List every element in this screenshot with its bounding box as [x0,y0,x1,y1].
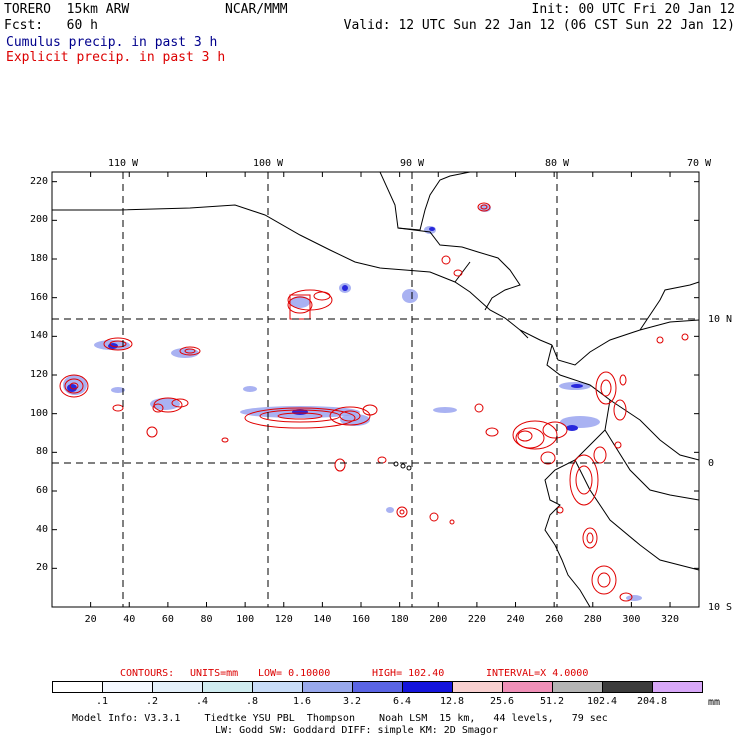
lon-label: 70 W [686,158,712,169]
colorbar-swatch [352,681,403,693]
colorbar-swatch [152,681,203,693]
x-tick-label: 200 [429,614,448,625]
physics-info-line: LW: Godd SW: Goddard DIFF: simple KM: 2D… [215,725,498,736]
colorbar-swatch [502,681,553,693]
x-tick-label: 100 [236,614,255,625]
cumulus-field-title: Cumulus precip. in past 3 h [6,35,218,50]
colorbar-label: 25.6 [489,696,515,707]
y-tick-label: 200 [29,214,48,226]
lat-label: 0 [708,458,715,469]
colorbar-swatch [202,681,253,693]
colorbar-label: 1.6 [292,696,312,707]
colorbar-label: .1 [95,696,109,707]
y-tick-label: 120 [29,369,48,380]
contours-interval: INTERVAL=X 4.0000 [486,668,589,679]
lat-label: 10 S [708,602,733,613]
model-title: TORERO 15km ARW [4,2,130,17]
y-tick-label: 60 [35,485,48,496]
x-tick-label: 320 [660,614,680,625]
colorbar-label: .4 [195,696,209,707]
colorbar-swatch [652,681,703,693]
x-tick-label: 180 [390,614,409,625]
cumulus-precip-cores [67,227,583,431]
x-tick-label: 240 [506,614,525,625]
y-tick-label: 180 [29,253,48,264]
y-tick-label: 140 [29,330,48,342]
colorbar-swatch [602,681,653,693]
x-tick-label: 140 [313,614,332,625]
x-tick-label: 60 [161,614,174,625]
x-tick-label: 160 [351,614,371,625]
colorbar-swatch [302,681,353,693]
colorbar-swatch [402,681,453,693]
x-tick-label: 220 [467,614,486,625]
valid-time: Valid: 12 UTC Sun 22 Jan 12 (06 CST Sun … [343,18,735,33]
x-tick-label: 280 [583,614,602,625]
contours-low: LOW= 0.10000 [258,668,331,679]
x-tick-label: 20 [84,614,97,625]
cumulus-precip-areas [63,204,642,601]
colorbar-label: 51.2 [539,696,565,707]
y-tick-label: 160 [29,291,48,303]
colorbar-swatch [102,681,153,693]
y-tick-label: 20 [35,562,48,574]
contours-label: CONTOURS: [120,668,175,679]
colorbar-swatch [552,681,603,693]
x-tick-label: 260 [545,614,564,625]
lon-label: 90 W [399,158,425,169]
y-tick-label: 100 [29,407,48,419]
lon-label: 110 W [107,158,139,169]
contours-high: HIGH= 102.40 [372,668,445,679]
explicit-precip-contours [59,202,689,602]
x-tick-label: 120 [274,614,293,625]
colorbar-label: 12.8 [439,696,465,707]
colorbar-swatch [452,681,503,693]
colorbar-label: 3.2 [342,696,362,707]
lat-label: 10 N [708,314,733,325]
colorbar-label: .2 [145,696,159,707]
init-time: Init: 00 UTC Fri 20 Jan 12 [531,2,736,17]
model-info-line: Model Info: V3.3.1 Tiedtke YSU PBL Thomp… [72,713,608,724]
colorbar-label: 204.8 [636,696,668,707]
colorbar-swatch [52,681,103,693]
explicit-field-title: Explicit precip. in past 3 h [6,50,226,65]
colorbar-label: 6.4 [392,696,412,707]
x-tick-label: 40 [123,614,136,625]
y-tick-label: 220 [29,175,48,187]
island-outlines [393,461,412,471]
colorbar-label: .8 [245,696,259,707]
forecast-hour: Fcst: 60 h [4,18,98,33]
map-frame [51,171,700,608]
y-tick-label: 80 [35,446,48,458]
colorbar-swatch [252,681,303,693]
lon-label: 100 W [252,158,284,169]
colorbar-unit: mm [708,697,721,708]
x-tick-label: 80 [200,614,213,625]
x-tick-label: 300 [622,614,641,625]
y-tick-label: 40 [35,523,48,535]
colorbar-label: 102.4 [586,696,618,707]
center-label: NCAR/MMM [225,2,288,17]
contours-units: UNITS=mm [190,668,239,679]
coastlines [52,171,700,608]
lon-label: 80 W [544,158,570,169]
